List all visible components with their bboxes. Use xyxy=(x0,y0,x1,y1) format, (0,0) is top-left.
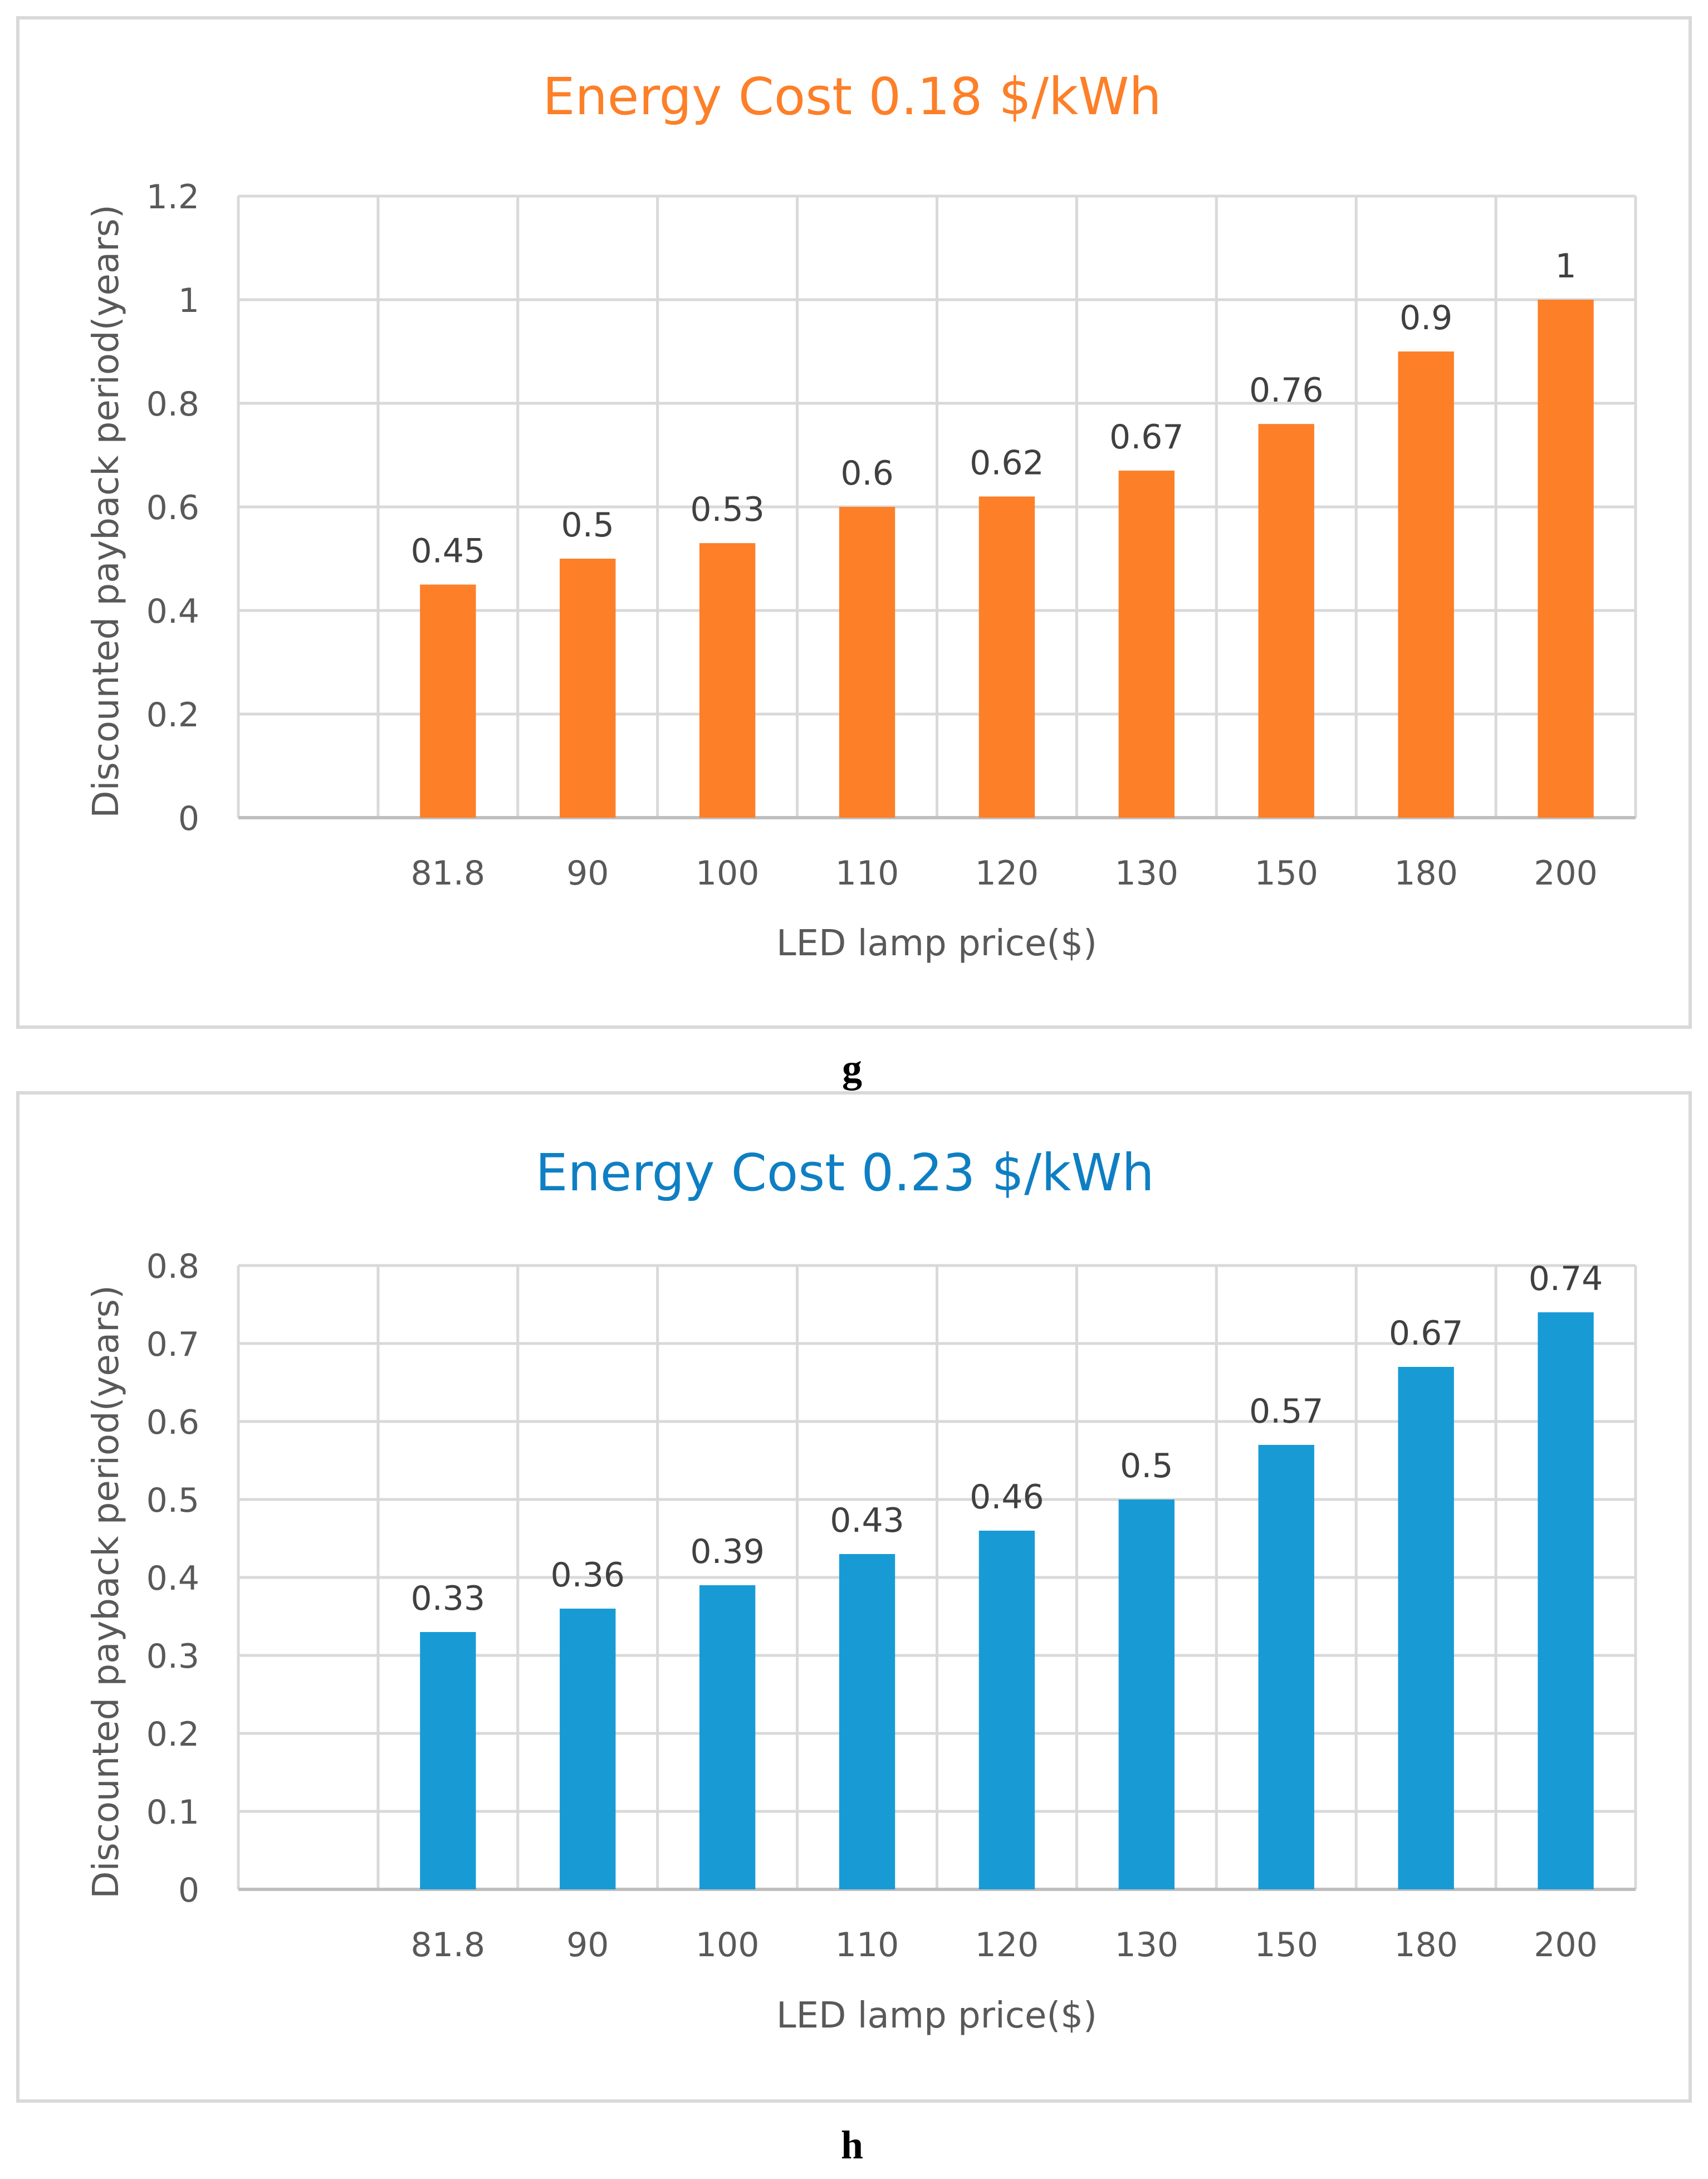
data-label-h: 0.46 xyxy=(970,1478,1044,1517)
x-tick-label-g: 110 xyxy=(835,854,899,893)
x-tick-label-g: 200 xyxy=(1534,854,1598,893)
data-label-g: 0.67 xyxy=(1109,418,1184,457)
y-tick-label-h: 0.1 xyxy=(146,1793,199,1832)
x-axis-label-g: LED lamp price($) xyxy=(776,923,1097,964)
x-tick-label-h: 90 xyxy=(566,1926,609,1965)
data-label-g: 0.5 xyxy=(561,506,614,545)
bar-g xyxy=(699,543,756,818)
x-tick-label-g: 100 xyxy=(696,854,760,893)
bar-h xyxy=(839,1554,895,1889)
bar-g xyxy=(1258,424,1314,818)
bar-g xyxy=(420,584,476,818)
bar-h xyxy=(1258,1445,1314,1889)
bar-h xyxy=(1398,1367,1454,1889)
bar-g xyxy=(560,559,616,818)
bar-h xyxy=(1538,1312,1594,1889)
bar-h xyxy=(699,1585,756,1889)
chart-panel-h: Energy Cost 0.23 $/kWh 00.10.20.30.40.50… xyxy=(16,1091,1692,2103)
x-tick-label-g: 180 xyxy=(1394,854,1458,893)
x-tick-label-h: 81.8 xyxy=(411,1926,486,1965)
data-label-h: 0.57 xyxy=(1249,1392,1324,1431)
y-tick-label-g: 0 xyxy=(178,799,199,838)
x-tick-label-g: 120 xyxy=(975,854,1039,893)
bar-g xyxy=(839,507,895,818)
plot-area-h: 0 0.1 0.2 0.3 0.4 0.5 0.6 0.7 0.8 0.33 81.8 0.36 90 0… xyxy=(146,1247,1637,1965)
data-label-h: 0.67 xyxy=(1389,1314,1464,1353)
bar-g xyxy=(1398,351,1454,818)
data-label-h: 0.36 xyxy=(550,1556,625,1595)
data-label-g: 0.62 xyxy=(970,443,1044,482)
panel-caption-g: g xyxy=(842,1046,862,1091)
y-tick-label-g: 0.2 xyxy=(146,696,199,735)
y-tick-label-h: 0 xyxy=(178,1871,199,1910)
x-tick-label-h: 120 xyxy=(975,1926,1039,1965)
x-tick-label-h: 200 xyxy=(1534,1926,1598,1965)
x-tick-label-h: 110 xyxy=(835,1926,899,1965)
panel-caption-h: h xyxy=(841,2123,863,2167)
x-tick-label-h: 180 xyxy=(1394,1926,1458,1965)
chart-panel-g: Energy Cost 0.18 $/kWh 0 0.2 0.4 0.6 0.8 1 1.2… xyxy=(16,16,1692,1029)
data-label-h: 0.43 xyxy=(830,1501,904,1540)
chart-title-h: Energy Cost 0.23 $/kWh xyxy=(535,1143,1154,1203)
data-label-g: 0.45 xyxy=(411,532,486,571)
data-label-h: 0.33 xyxy=(411,1579,486,1618)
y-tick-label-h: 0.2 xyxy=(146,1715,199,1754)
y-tick-label-g: 1 xyxy=(178,281,199,320)
x-tick-label-g: 150 xyxy=(1254,854,1318,893)
y-tick-label-h: 0.5 xyxy=(146,1481,199,1520)
bar-g xyxy=(978,496,1035,818)
y-tick-label-g: 0.8 xyxy=(146,385,199,424)
y-tick-label-h: 0.3 xyxy=(146,1637,199,1676)
y-tick-label-h: 0.8 xyxy=(146,1247,199,1286)
chart-title-g: Energy Cost 0.18 $/kWh xyxy=(542,67,1161,126)
bar-h xyxy=(420,1632,476,1889)
y-axis-label-g: Discounted payback period(years) xyxy=(86,204,127,818)
bar-h xyxy=(560,1609,616,1889)
y-tick-label-g: 1.2 xyxy=(146,178,199,217)
data-label-g: 0.9 xyxy=(1399,299,1452,338)
bar-g xyxy=(1538,300,1594,818)
data-label-g: 0.53 xyxy=(690,490,765,529)
y-tick-label-g: 0.6 xyxy=(146,488,199,527)
data-label-h: 0.74 xyxy=(1529,1259,1603,1298)
x-tick-label-h: 130 xyxy=(1115,1926,1179,1965)
data-label-g: 1 xyxy=(1555,247,1576,286)
x-tick-label-h: 150 xyxy=(1254,1926,1318,1965)
x-tick-label-h: 100 xyxy=(696,1926,760,1965)
x-tick-label-g: 90 xyxy=(566,854,609,893)
bar-h xyxy=(1118,1499,1175,1889)
x-tick-label-g: 130 xyxy=(1115,854,1179,893)
data-label-g: 0.6 xyxy=(840,454,893,493)
data-label-h: 0.5 xyxy=(1120,1447,1173,1486)
y-tick-label-g: 0.4 xyxy=(146,592,199,631)
y-axis-label-h: Discounted payback period(years) xyxy=(86,1285,127,1898)
y-tick-label-h: 0.4 xyxy=(146,1559,199,1598)
data-label-g: 0.76 xyxy=(1249,371,1324,410)
y-tick-label-h: 0.7 xyxy=(146,1325,199,1364)
plot-area-g: 0 0.2 0.4 0.6 0.8 1 1.2 0.45 81.8 0.5 90 0.53 100 0.6… xyxy=(146,178,1637,893)
bar-g xyxy=(1118,470,1175,818)
x-tick-label-g: 81.8 xyxy=(411,854,486,893)
y-tick-label-h: 0.6 xyxy=(146,1403,199,1442)
x-axis-label-h: LED lamp price($) xyxy=(776,1995,1097,2036)
data-label-h: 0.39 xyxy=(690,1532,765,1571)
bar-h xyxy=(978,1531,1035,1889)
